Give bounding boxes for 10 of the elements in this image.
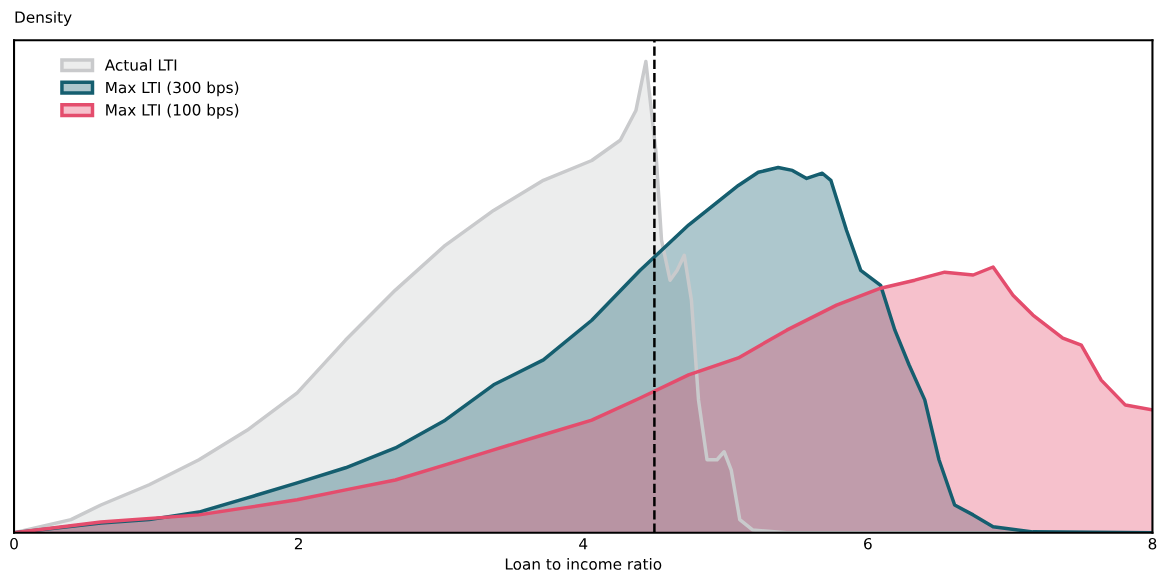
- legend-label: Actual LTI: [104, 58, 177, 71]
- x-tick-label: 2: [294, 537, 302, 550]
- x-tick-label: 4: [579, 538, 588, 550]
- y-axis-title: Density: [15, 11, 72, 26]
- x-tick-label: 8: [1148, 537, 1157, 550]
- legend-label: Max LTI (300 bps): [106, 81, 239, 97]
- x-tick-label: 0: [10, 537, 18, 550]
- x-axis-title: Loan to income ratio: [505, 558, 662, 570]
- legend-label: Max LTI (100 bps): [106, 103, 239, 119]
- x-tick-label: 6: [864, 537, 872, 550]
